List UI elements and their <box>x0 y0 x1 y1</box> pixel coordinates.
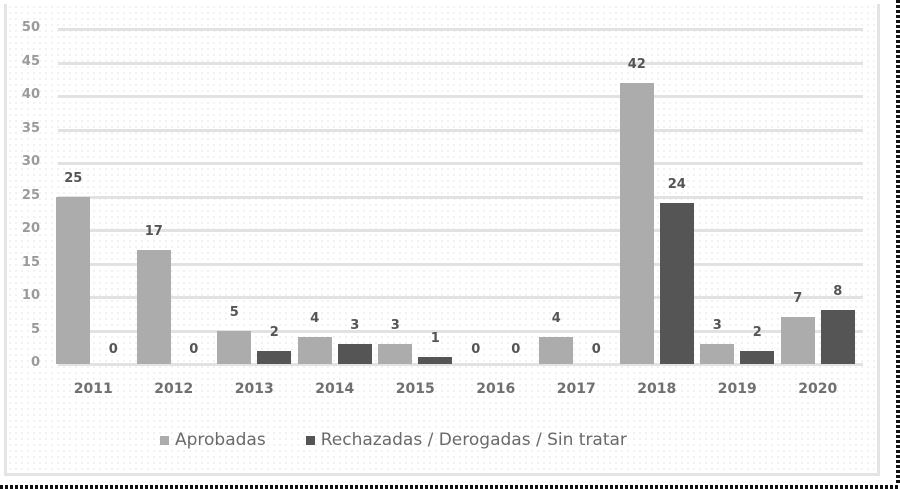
value-label: 4 <box>551 311 561 327</box>
bar-2018-aprobadas <box>619 82 654 364</box>
x-tick-label: 2013 <box>234 381 274 397</box>
torn-edge-right <box>896 0 900 489</box>
bar-2015-aprobadas <box>378 343 413 364</box>
value-label: 17 <box>144 224 163 240</box>
bar-2013-rechazadas <box>257 350 292 364</box>
plot-area: 0 5 10 15 20 25 30 35 40 45 50 25 0 2011 17 0 2012 5 2 2013… <box>22 20 863 397</box>
bar-2015-rechazadas <box>418 357 453 364</box>
value-label: 3 <box>390 317 400 333</box>
bar-2014-rechazadas <box>337 343 372 364</box>
value-label: 0 <box>189 342 199 357</box>
y-tick-label: 20 <box>21 221 40 236</box>
legend: Aprobadas Rechazadas / Derogadas / Sin t… <box>160 430 627 450</box>
torn-edge-bottom <box>0 485 900 489</box>
bar-2014-aprobadas <box>297 337 332 364</box>
bar-2020-aprobadas <box>780 317 815 364</box>
x-tick-label: 2011 <box>73 381 113 397</box>
y-tick-label: 40 <box>21 87 40 102</box>
value-label: 2 <box>269 324 279 340</box>
gridline-15 <box>58 262 863 266</box>
x-tick-label: 2016 <box>476 381 516 397</box>
legend-label-rechazadas: Rechazadas / Derogadas / Sin tratar <box>320 430 627 450</box>
gridline-25 <box>58 195 863 199</box>
bar-2011-aprobadas <box>56 196 91 364</box>
bar-2019-aprobadas <box>700 343 735 364</box>
value-label: 7 <box>793 291 803 307</box>
value-label: 0 <box>108 342 118 357</box>
legend-swatch-rechazadas <box>305 435 315 445</box>
x-tick-label: 2019 <box>717 381 757 397</box>
x-tick-label: 2017 <box>556 381 596 397</box>
bar-2019-rechazadas <box>740 350 775 364</box>
legend-label-aprobadas: Aprobadas <box>175 430 266 450</box>
y-tick-label: 5 <box>30 321 40 337</box>
value-label: 5 <box>229 304 239 320</box>
gridline-45 <box>58 61 863 65</box>
y-tick-label: 10 <box>21 288 40 303</box>
gridline-5 <box>58 329 863 333</box>
value-label: 24 <box>667 177 686 193</box>
bar-2012-aprobadas <box>136 250 171 364</box>
legend-item-rechazadas: Rechazadas / Derogadas / Sin tratar <box>305 430 627 450</box>
value-label: 25 <box>64 170 83 186</box>
x-tick-label: 2015 <box>395 381 435 397</box>
y-tick-label: 50 <box>21 20 40 35</box>
y-tick-label: 30 <box>21 154 40 169</box>
x-tick-label: 2012 <box>154 381 194 397</box>
value-label: 0 <box>591 342 601 357</box>
gridline-50 <box>58 28 863 31</box>
x-tick-label: 2018 <box>637 381 677 397</box>
value-label: 1 <box>430 331 440 347</box>
y-tick-label: 35 <box>21 120 40 136</box>
value-label: 3 <box>712 317 722 333</box>
value-label: 4 <box>310 311 320 327</box>
y-tick-label: 25 <box>21 187 40 203</box>
legend-item-aprobadas: Aprobadas <box>160 430 266 450</box>
value-label: 42 <box>627 56 646 72</box>
value-label: 0 <box>471 342 481 357</box>
bar-2013-aprobadas <box>217 330 252 364</box>
gridline-10 <box>58 296 863 299</box>
y-tick-label: 0 <box>30 355 40 370</box>
x-tick-label: 2020 <box>798 381 838 397</box>
value-label: 3 <box>350 317 360 333</box>
gridline-30 <box>58 162 863 165</box>
gridline-35 <box>58 128 863 132</box>
y-tick-label: 15 <box>21 254 40 270</box>
y-tick-label: 45 <box>21 53 40 69</box>
gridline-0 <box>58 363 863 366</box>
value-label: 0 <box>511 342 521 357</box>
value-label: 8 <box>833 284 843 300</box>
bar-2017-aprobadas <box>539 337 574 364</box>
legend-swatch-aprobadas <box>160 435 169 445</box>
bar-2020-rechazadas <box>820 310 855 364</box>
gridline-40 <box>58 95 863 98</box>
value-label: 2 <box>752 324 762 340</box>
chart-frame <box>4 4 880 476</box>
gridline-20 <box>58 229 863 232</box>
x-tick-label: 2014 <box>315 381 355 397</box>
bar-2018-rechazadas <box>659 203 694 364</box>
